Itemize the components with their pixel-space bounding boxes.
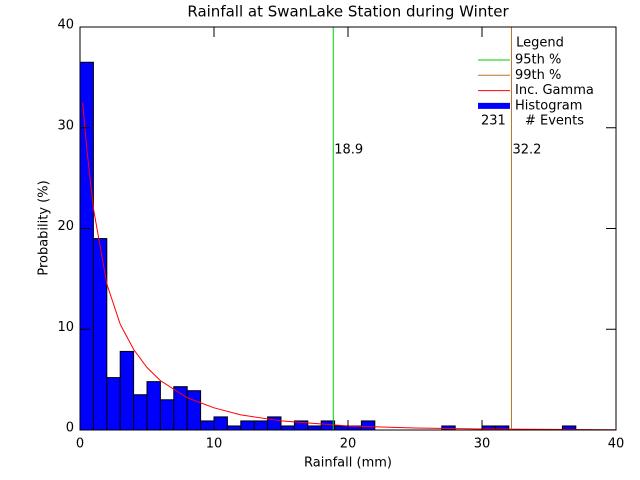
legend-label: Inc. Gamma [515, 83, 594, 98]
histogram-bar [280, 425, 295, 431]
histogram-bar [213, 416, 228, 431]
legend-label: Histogram [515, 98, 582, 113]
x-tick-label: 0 [76, 437, 84, 452]
histogram-bar [334, 425, 349, 431]
histogram-bar [186, 390, 202, 431]
histogram-bar [119, 350, 135, 431]
x-tick-label: 40 [608, 437, 625, 452]
histogram-bar [240, 420, 255, 431]
legend-title: Legend [516, 36, 564, 51]
x-tick-label: 10 [206, 437, 223, 452]
histogram-bar [106, 377, 121, 431]
histogram-bar [253, 420, 269, 431]
y-tick-label: 40 [57, 18, 74, 33]
legend-label: 99th % [515, 68, 561, 83]
percentile-label: 32.2 [512, 143, 541, 158]
histogram-bar [307, 425, 322, 431]
y-tick-label: 20 [57, 219, 74, 234]
y-axis-label: Probability (%) [37, 180, 52, 275]
chart-title: Rainfall at SwanLake Station during Wint… [187, 3, 509, 21]
histogram-bar [226, 425, 242, 431]
x-tick-label: 20 [340, 437, 357, 452]
legend-label: 95th % [515, 53, 561, 68]
events-label: # Events [525, 114, 584, 129]
percentile-label: 18.9 [334, 143, 363, 158]
histogram-bar [133, 394, 148, 431]
histogram-bar [360, 420, 376, 431]
gamma-curve [82, 102, 617, 431]
histogram-bar [159, 399, 175, 431]
histogram-bar [79, 61, 94, 431]
histogram-bar [200, 420, 215, 431]
y-tick-label: 0 [66, 421, 74, 436]
y-tick-label: 10 [57, 320, 74, 335]
x-tick-label: 30 [474, 437, 491, 452]
histogram-bar [146, 381, 161, 431]
histogram-bar [320, 420, 336, 431]
events-count: 231 [481, 114, 506, 129]
x-axis-label: Rainfall (mm) [304, 456, 392, 471]
y-tick-label: 30 [57, 118, 74, 133]
histogram-bar [92, 238, 108, 431]
